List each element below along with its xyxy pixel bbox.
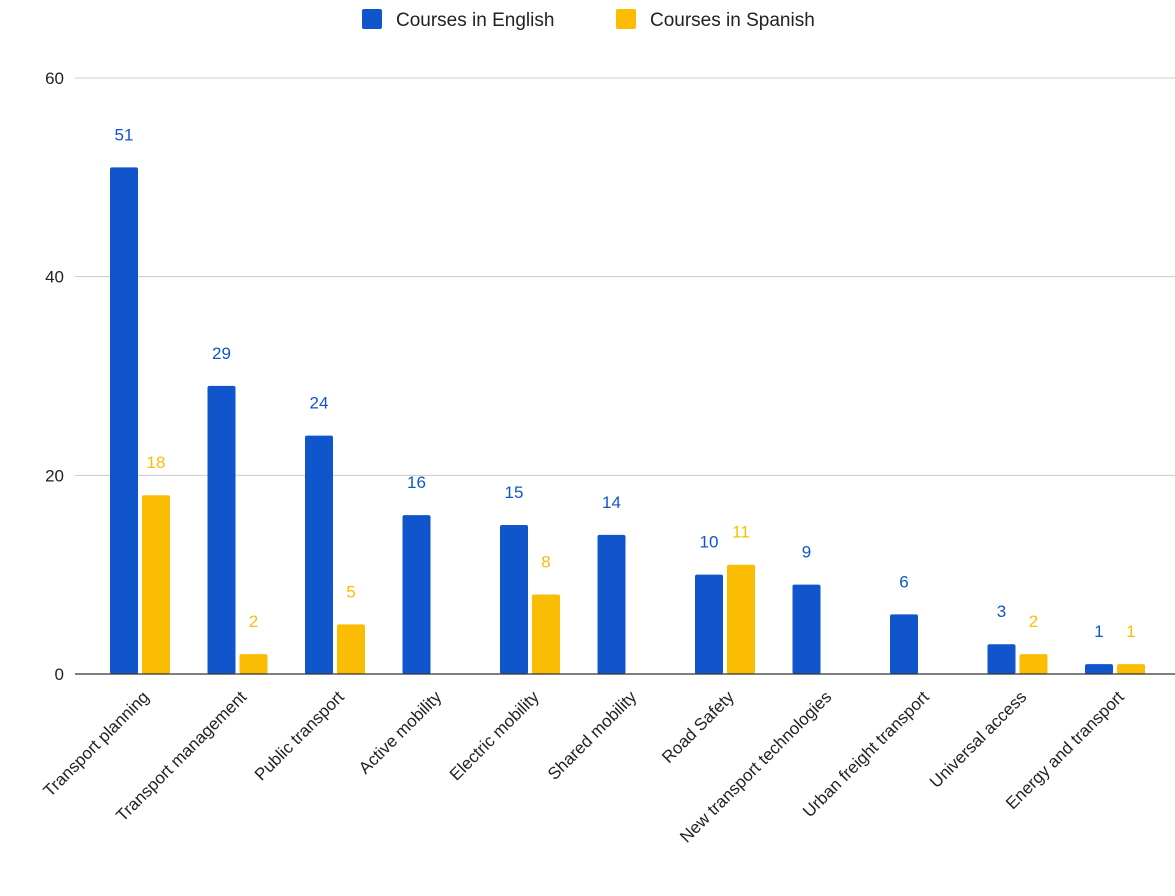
- bar-english: [402, 515, 431, 674]
- data-label: 5: [346, 582, 355, 601]
- data-label: 24: [310, 394, 329, 413]
- bar-english: [792, 584, 821, 674]
- y-tick-label: 0: [55, 665, 64, 684]
- y-tick-label: 60: [45, 69, 64, 88]
- bar-english: [695, 574, 723, 674]
- bar-spanish: [727, 564, 755, 674]
- x-tick-label: Road Safety: [658, 687, 738, 767]
- data-label: 2: [1029, 612, 1038, 631]
- bar-english: [500, 525, 528, 674]
- data-label: 2: [249, 612, 258, 631]
- y-axis-ticks: 0 20 40 60: [45, 69, 64, 684]
- bar-english: [207, 385, 236, 674]
- data-label: 1: [1126, 622, 1135, 641]
- data-label: 9: [802, 543, 811, 562]
- bar-spanish: [142, 495, 170, 674]
- data-label: 16: [407, 473, 426, 492]
- bar-spanish: [1019, 654, 1048, 674]
- data-label: 10: [700, 533, 719, 552]
- x-tick-label: Electric mobility: [446, 687, 543, 784]
- x-tick-label: Universal access: [926, 687, 1030, 791]
- bar-spanish: [239, 654, 268, 674]
- bar-english: [890, 614, 918, 674]
- y-tick-label: 20: [45, 466, 64, 485]
- bars: [110, 167, 1145, 674]
- data-label: 11: [732, 523, 750, 542]
- data-label: 6: [899, 572, 908, 591]
- data-label: 3: [997, 602, 1006, 621]
- legend: Courses in English Courses in Spanish: [362, 9, 815, 31]
- data-label: 51: [115, 125, 134, 144]
- x-tick-label: Shared mobility: [544, 687, 641, 784]
- bar-spanish: [532, 594, 560, 674]
- x-tick-label: Public transport: [251, 687, 348, 784]
- data-label: 8: [541, 553, 550, 572]
- bar-english: [305, 435, 333, 674]
- bar-spanish: [337, 624, 365, 674]
- bar-english: [110, 167, 138, 674]
- legend-swatch-english: [362, 9, 382, 29]
- data-label: 15: [505, 483, 524, 502]
- data-label: 1: [1094, 622, 1103, 641]
- x-tick-label: Transport planning: [40, 687, 153, 800]
- data-label: 14: [602, 493, 621, 512]
- gridlines: [75, 77, 1175, 476]
- bar-english: [1085, 664, 1113, 674]
- legend-swatch-spanish: [616, 9, 636, 29]
- data-label: 18: [147, 453, 166, 472]
- bar-english: [597, 534, 626, 674]
- x-tick-label: Active mobility: [355, 687, 446, 778]
- legend-label-spanish: Courses in Spanish: [650, 10, 815, 31]
- legend-label-english: Courses in English: [396, 10, 554, 31]
- bar-spanish: [1117, 664, 1145, 674]
- bar-english: [987, 644, 1016, 674]
- y-tick-label: 40: [45, 268, 64, 287]
- data-label: 29: [212, 344, 231, 363]
